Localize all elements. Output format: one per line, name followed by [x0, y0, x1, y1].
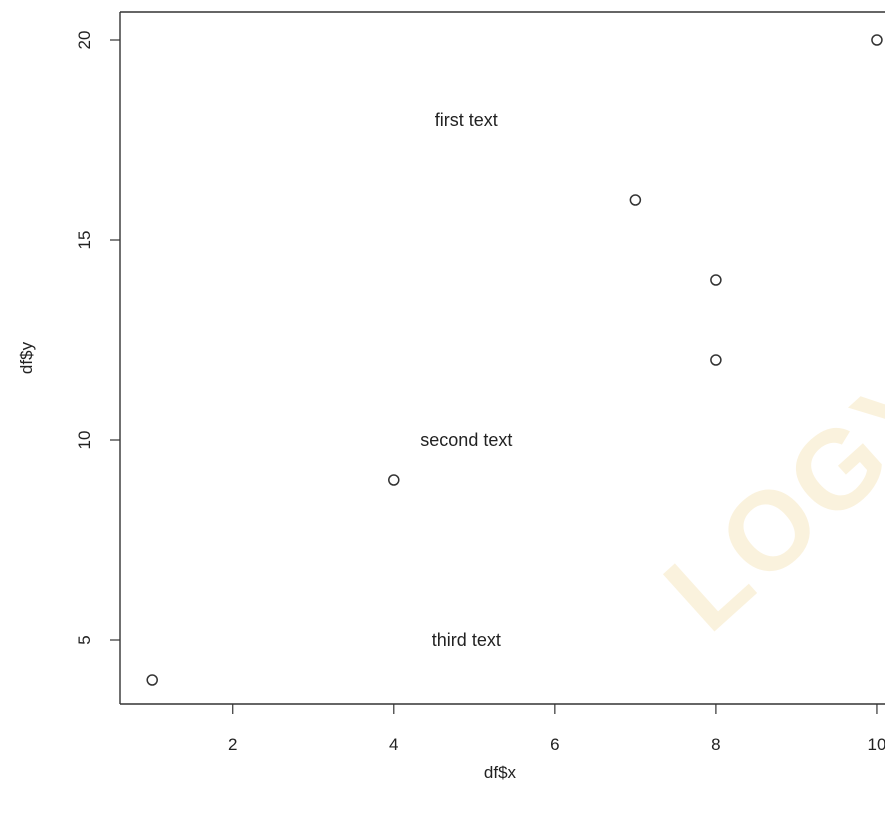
- data-point: [146, 674, 158, 686]
- annotation-text: second text: [420, 430, 512, 450]
- data-point: [388, 474, 400, 486]
- x-tick-label: 10: [867, 735, 885, 754]
- annotation-text: third text: [432, 630, 501, 650]
- data-points: [146, 34, 883, 686]
- y-tick-label: 15: [75, 231, 94, 250]
- data-point: [629, 194, 642, 206]
- annotations: first text second text third text: [420, 110, 512, 650]
- annotation-text: first text: [435, 110, 498, 130]
- y-tick-label: 20: [75, 31, 94, 50]
- x-tick-label: 6: [550, 735, 559, 754]
- x-tick-label: 4: [389, 735, 398, 754]
- y-axis-label: df$y: [17, 341, 36, 374]
- data-point: [871, 34, 883, 46]
- data-point: [710, 274, 722, 286]
- x-tick-label: 8: [711, 735, 720, 754]
- y-tick-label: 5: [75, 635, 94, 644]
- x-axis-label: df$x: [484, 763, 517, 782]
- y-tick-label: 10: [75, 431, 94, 450]
- data-point: [710, 354, 722, 366]
- x-tick-label: 2: [228, 735, 237, 754]
- axes: 2 4 6 8 10 5 10 15 20: [75, 11, 885, 754]
